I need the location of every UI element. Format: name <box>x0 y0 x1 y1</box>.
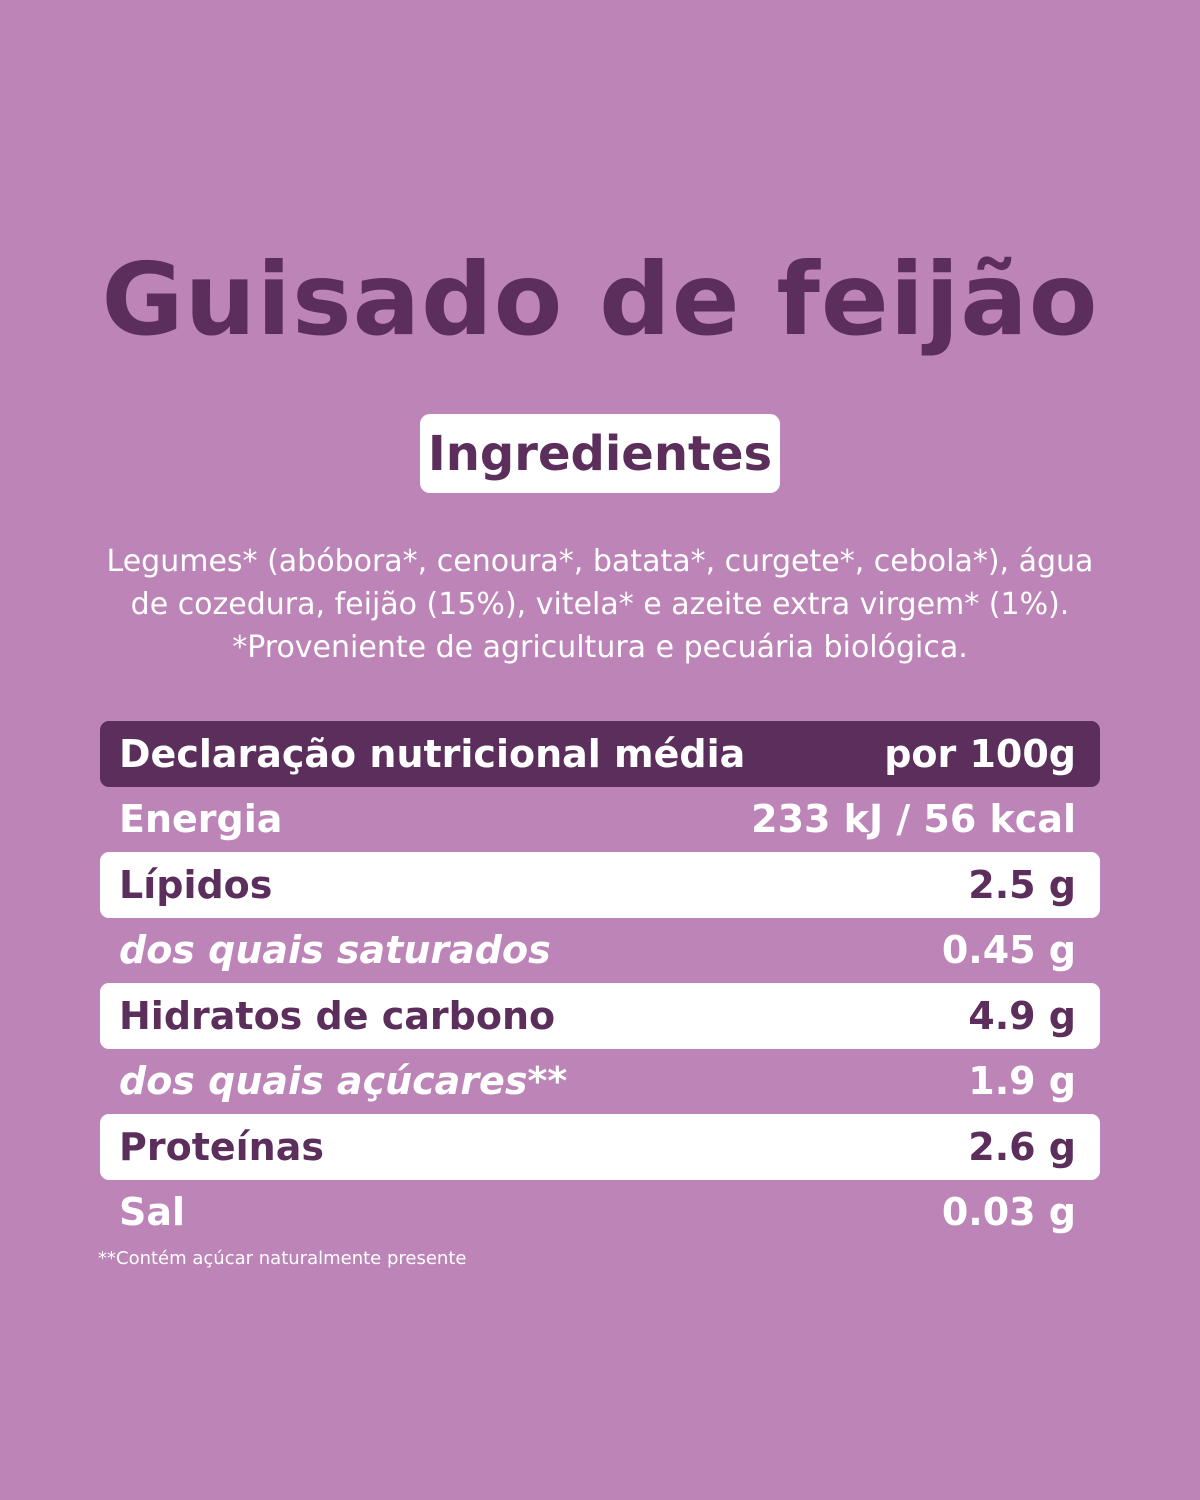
nutrition-table: Declaração nutricional média por 100g En… <box>100 721 1100 1245</box>
ingredients-line: *Proveniente de agricultura e pecuária b… <box>232 630 968 665</box>
nutrition-row-acucares: dos quais açúcares** 1.9 g <box>100 1049 1100 1115</box>
nutrient-value: 1.9 g <box>968 1059 1076 1104</box>
nutrition-row-energia: Energia 233 kJ / 56 kcal <box>100 787 1100 853</box>
nutrition-header-label: Declaração nutricional média <box>119 731 746 776</box>
nutrient-label: Hidratos de carbono <box>119 993 556 1038</box>
nutrition-row-saturados: dos quais saturados 0.45 g <box>100 918 1100 984</box>
nutrition-header-value: por 100g <box>884 731 1076 776</box>
ingredients-line: de cozedura, feijão (15%), vitela* e aze… <box>130 587 1070 622</box>
nutrient-value: 0.03 g <box>941 1190 1076 1235</box>
sugar-footnote: **Contém açúcar naturalmente presente <box>98 1248 467 1269</box>
product-title: Guisado de feijão <box>101 241 1099 358</box>
nutrient-label: Lípidos <box>119 862 273 907</box>
nutrient-value: 4.9 g <box>968 993 1076 1038</box>
nutrition-row-proteinas: Proteínas 2.6 g <box>100 1114 1100 1180</box>
nutrient-label: Sal <box>119 1190 186 1235</box>
ingredients-text: Legumes* (abóbora*, cenoura*, batata*, c… <box>100 540 1100 669</box>
nutrient-value: 0.45 g <box>941 928 1076 973</box>
nutrient-label: dos quais saturados <box>119 928 551 973</box>
nutrient-value: 2.5 g <box>968 862 1076 907</box>
nutrition-row-lipidos: Lípidos 2.5 g <box>100 852 1100 918</box>
nutrient-value: 2.6 g <box>968 1124 1076 1169</box>
nutrition-header-row: Declaração nutricional média por 100g <box>100 721 1100 787</box>
nutrient-label: dos quais açúcares** <box>119 1059 568 1104</box>
nutrition-row-sal: Sal 0.03 g <box>100 1180 1100 1246</box>
nutrient-label: Energia <box>119 797 283 842</box>
nutrient-value: 233 kJ / 56 kcal <box>751 797 1076 842</box>
ingredients-line: Legumes* (abóbora*, cenoura*, batata*, c… <box>106 544 1094 579</box>
nutrient-label: Proteínas <box>119 1124 324 1169</box>
ingredients-heading: Ingredientes <box>420 414 780 493</box>
nutrition-row-hidratos: Hidratos de carbono 4.9 g <box>100 983 1100 1049</box>
